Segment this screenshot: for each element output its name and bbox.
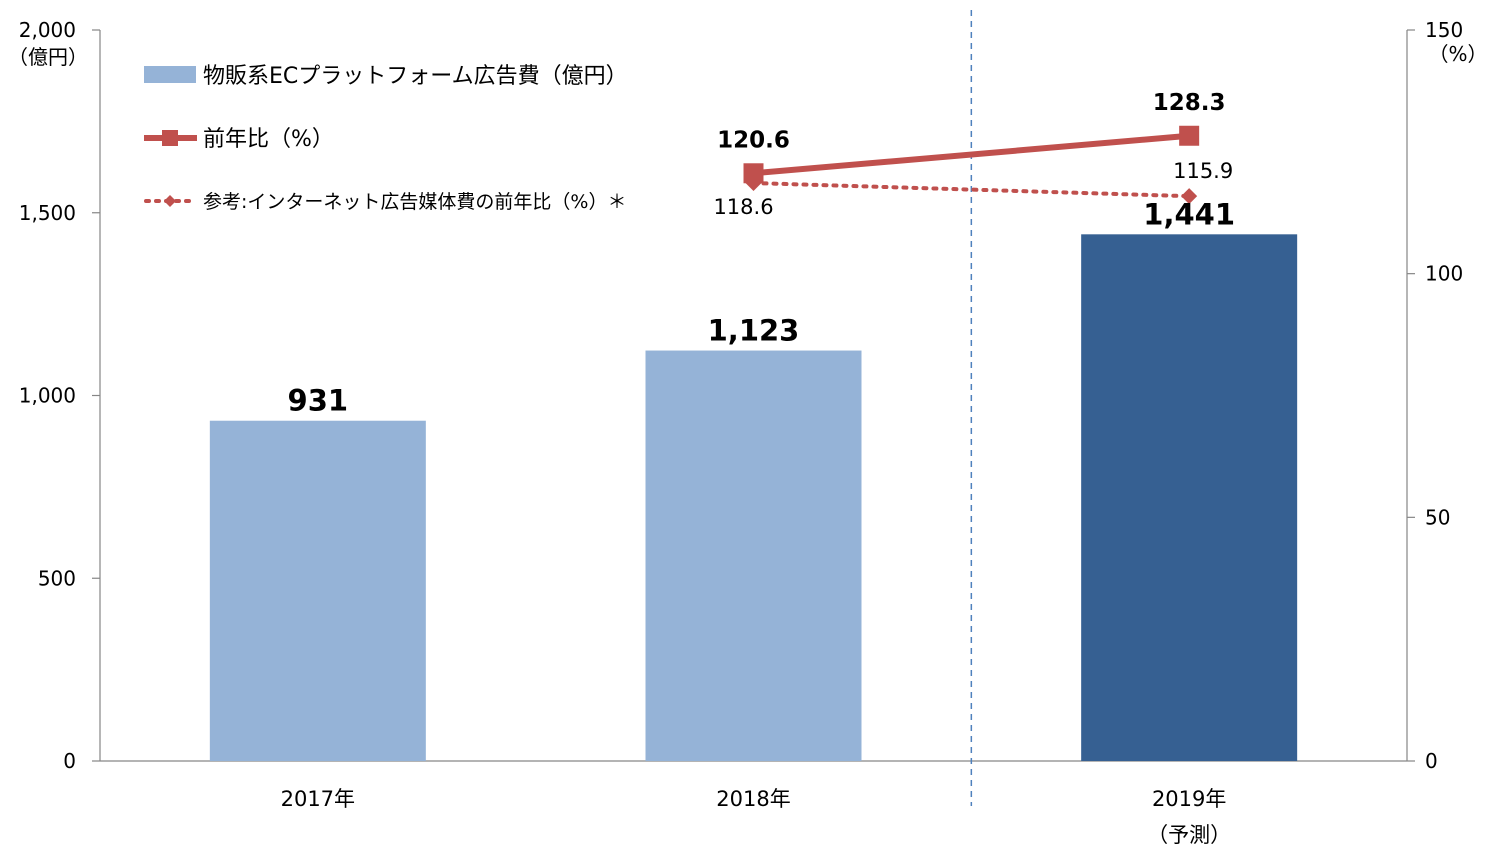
bar-value-label: 1,123	[708, 314, 800, 348]
y-right-tick-label: 100	[1425, 262, 1463, 286]
legend-yoy-label: 前年比（%）	[203, 127, 334, 152]
reference-value-label: 115.9	[1173, 159, 1233, 183]
line-layer	[743, 125, 1200, 205]
bar	[1081, 234, 1298, 761]
axes-layer: 0 500 1,000 1,500 2,000 （億円） 0 50 100 150（%） 2017年…	[8, 10, 1488, 847]
x-category-label: 2018年	[716, 787, 790, 811]
bar-value-label: 931	[288, 384, 349, 418]
bar-value-label: 1,441	[1143, 197, 1235, 231]
reference-point-marker	[745, 175, 762, 192]
legend-yoy-marker	[162, 130, 178, 146]
legend-reference-label: 参考:インターネット広告媒体費の前年比（%）＊	[203, 191, 626, 213]
x-category-label: 2019年	[1152, 787, 1226, 811]
y-left-tick-label: 2,000	[19, 18, 76, 42]
y-left-tick-label: 1,000	[19, 384, 76, 408]
y-right-tick-label: 50	[1425, 505, 1450, 529]
yoy-value-label: 120.6	[717, 127, 790, 153]
y-right-tick-label: 0	[1425, 749, 1438, 773]
y-right-tick-label: 150	[1425, 18, 1463, 42]
reference-point-marker	[1181, 188, 1198, 205]
y-left-tick-label: 500	[38, 566, 76, 590]
x-category-label: 2017年	[281, 787, 355, 811]
bar	[645, 350, 862, 761]
legend-bar-swatch	[144, 66, 196, 83]
legend-bar-label: 物販系ECプラットフォーム広告費（億円）	[203, 64, 628, 89]
label-layer: 931 1,123 1,441 120.6 128.3 118.6 115.9	[288, 90, 1235, 418]
yoy-point-marker	[743, 163, 764, 184]
yoy-line	[753, 132, 1190, 177]
bar-layer	[209, 234, 1298, 761]
y-left-unit-label: （億円）	[8, 45, 88, 69]
reference-yoy-line	[751, 181, 1192, 199]
reference-value-label: 118.6	[713, 195, 773, 219]
yoy-point-marker	[1179, 125, 1200, 146]
yoy-value-label: 128.3	[1153, 90, 1226, 116]
y-right-unit-label: （%）	[1428, 42, 1487, 66]
bar	[209, 420, 426, 761]
y-left-tick-label: 1,500	[19, 201, 76, 225]
legend: 物販系ECプラットフォーム広告費（億円） 前年比（%） 参考:インターネット広告媒体…	[144, 64, 628, 213]
legend-reference-marker	[164, 195, 176, 207]
x-category-note: （予測）	[1147, 823, 1231, 847]
y-left-tick-label: 0	[63, 749, 76, 773]
